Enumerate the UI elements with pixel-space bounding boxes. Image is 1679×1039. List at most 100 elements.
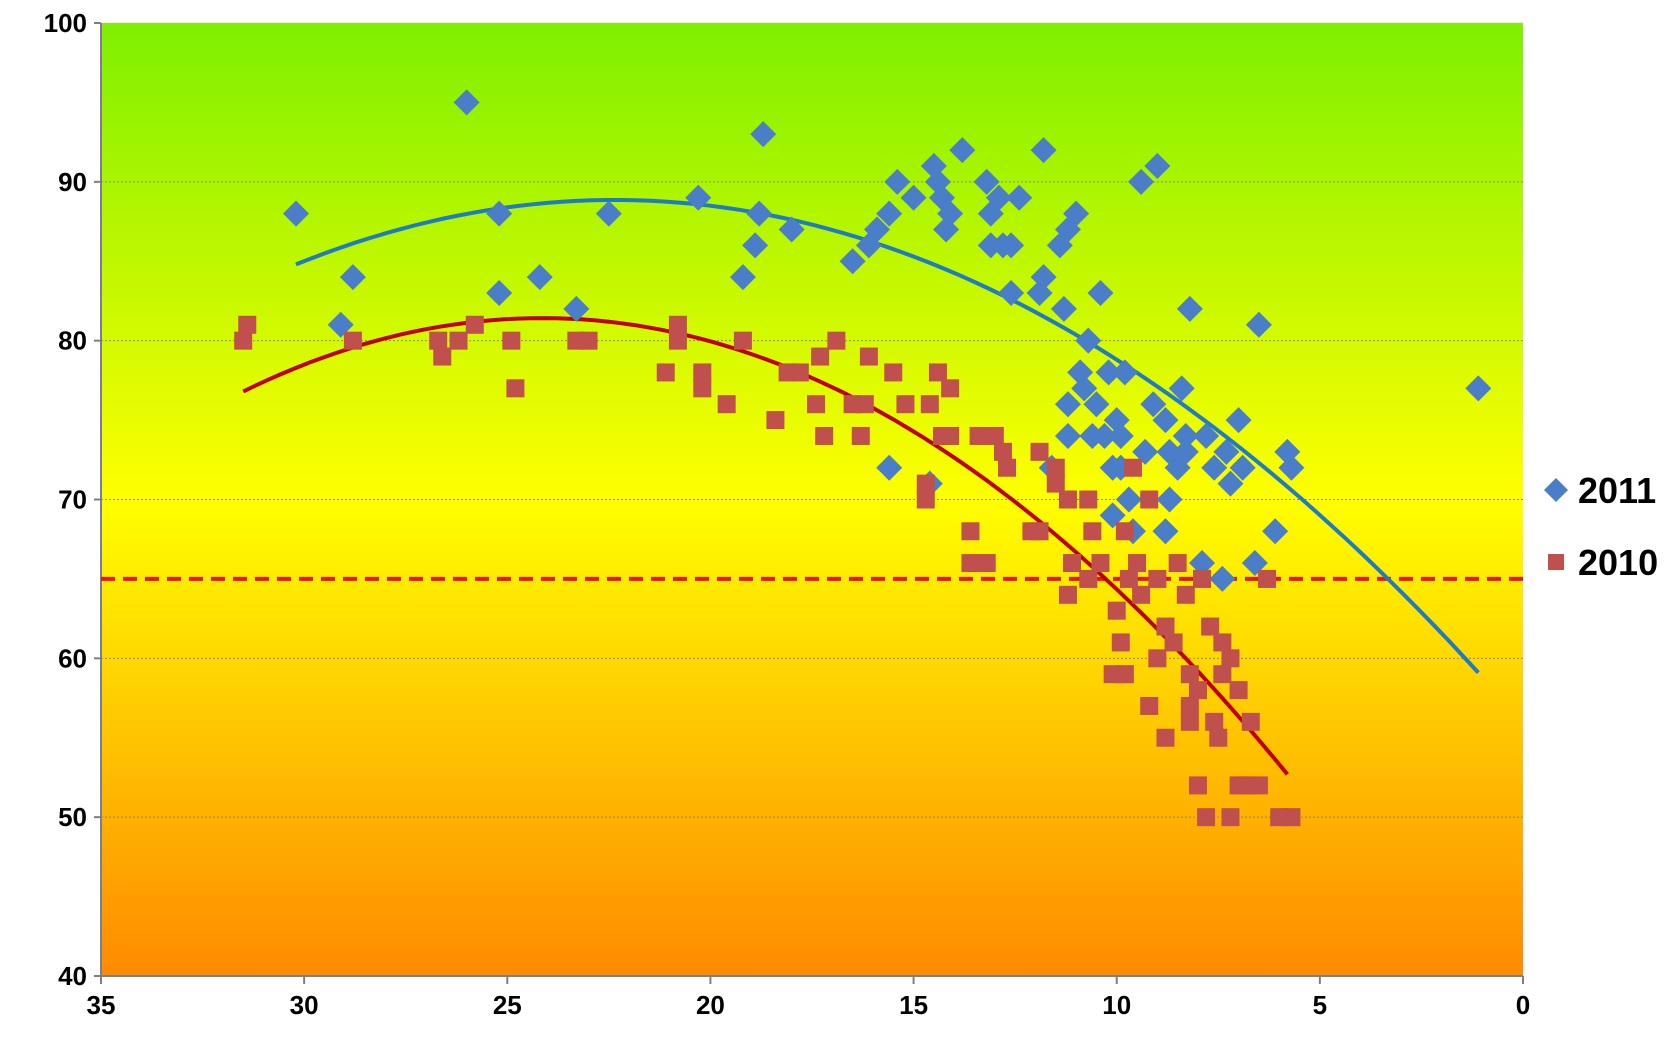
point-2010 (1156, 728, 1175, 747)
point-2010 (977, 554, 996, 573)
point-2011 (685, 184, 712, 211)
point-2011 (1229, 454, 1256, 481)
point-2010 (465, 315, 484, 334)
point-2011 (742, 232, 769, 259)
point-2010 (1241, 712, 1260, 731)
point-2010 (733, 331, 752, 350)
point-2010 (766, 411, 785, 430)
point-2011 (729, 264, 756, 291)
point-2011 (1278, 454, 1305, 481)
data-points (234, 89, 1492, 827)
point-2011 (1063, 200, 1090, 227)
point-2011 (864, 216, 891, 243)
point-2010 (985, 426, 1004, 445)
point-2010 (998, 458, 1017, 477)
point-2010 (1180, 665, 1199, 684)
point-2011 (1156, 486, 1183, 513)
point-2010 (1140, 490, 1159, 509)
point-2011 (1465, 375, 1492, 402)
point-2011 (1132, 438, 1159, 465)
point-2011 (1168, 375, 1195, 402)
point-2010 (1168, 554, 1187, 573)
point-2011 (595, 200, 622, 227)
point-2010 (790, 363, 809, 382)
point-2011 (563, 295, 590, 322)
point-2011 (1054, 422, 1081, 449)
x-tick-label: 20 (696, 990, 725, 1020)
point-2010 (1079, 490, 1098, 509)
y-tick-label: 40 (58, 961, 87, 991)
point-2010 (920, 395, 939, 414)
point-2010 (1282, 808, 1301, 827)
point-2011 (283, 200, 310, 227)
point-2011 (339, 264, 366, 291)
point-2010 (668, 331, 687, 350)
point-2010 (969, 426, 988, 445)
point-2010 (656, 363, 675, 382)
point-2011 (486, 280, 513, 307)
point-2010 (1030, 522, 1049, 541)
point-2010 (433, 347, 452, 366)
point-2010 (234, 331, 253, 350)
point-2011 (1128, 168, 1155, 195)
point-2011 (1213, 438, 1240, 465)
point-2010 (1164, 633, 1183, 652)
point-2010 (1046, 458, 1065, 477)
point-2011 (1176, 295, 1203, 322)
point-2010 (859, 347, 878, 366)
point-2011 (1111, 359, 1138, 386)
point-2010 (238, 315, 257, 334)
point-2011 (1083, 391, 1110, 418)
point-2011 (1172, 438, 1199, 465)
point-2011 (884, 168, 911, 195)
point-2011 (1201, 454, 1228, 481)
point-2011 (1245, 311, 1272, 338)
point-2010 (1030, 442, 1049, 461)
y-tick-label: 60 (58, 643, 87, 673)
point-2010 (916, 490, 935, 509)
point-2010 (693, 379, 712, 398)
point-2010 (1188, 776, 1207, 795)
point-2011 (1241, 550, 1268, 577)
point-2010 (941, 379, 960, 398)
point-2010 (961, 554, 980, 573)
point-2011 (1189, 550, 1216, 577)
point-2010 (1176, 585, 1195, 604)
point-2011 (998, 280, 1025, 307)
point-2011 (526, 264, 553, 291)
point-2011 (1225, 407, 1252, 434)
point-2010 (1128, 554, 1147, 573)
y-tick-label: 90 (58, 167, 87, 197)
point-2011 (937, 200, 964, 227)
point-2011 (1172, 422, 1199, 449)
point-2010 (1213, 665, 1232, 684)
y-tick-label: 50 (58, 802, 87, 832)
point-2011 (486, 200, 513, 227)
point-2011 (778, 216, 805, 243)
point-2010 (1115, 665, 1134, 684)
point-2010 (1213, 633, 1232, 652)
point-2010 (1180, 696, 1199, 715)
point-2011 (973, 168, 1000, 195)
point-2010 (1205, 712, 1224, 731)
point-2011 (876, 200, 903, 227)
y-tick-label: 70 (58, 485, 87, 515)
point-2010 (993, 442, 1012, 461)
point-2010 (815, 426, 834, 445)
point-2010 (851, 426, 870, 445)
x-tick-label: 15 (899, 990, 928, 1020)
point-2010 (1046, 474, 1065, 493)
x-tick-label: 10 (1102, 990, 1131, 1020)
point-2010 (1188, 681, 1207, 700)
point-2011 (1006, 184, 1033, 211)
point-2010 (1107, 601, 1126, 620)
point-2011 (1193, 422, 1220, 449)
point-2011 (839, 248, 866, 275)
point-2011 (1030, 264, 1057, 291)
point-2010 (502, 331, 521, 350)
legend: 2011 2010 (1544, 470, 1658, 583)
legend-marker-2010 (1548, 554, 1564, 570)
legend-label-2010: 2010 (1578, 542, 1658, 583)
point-2010 (916, 474, 935, 493)
